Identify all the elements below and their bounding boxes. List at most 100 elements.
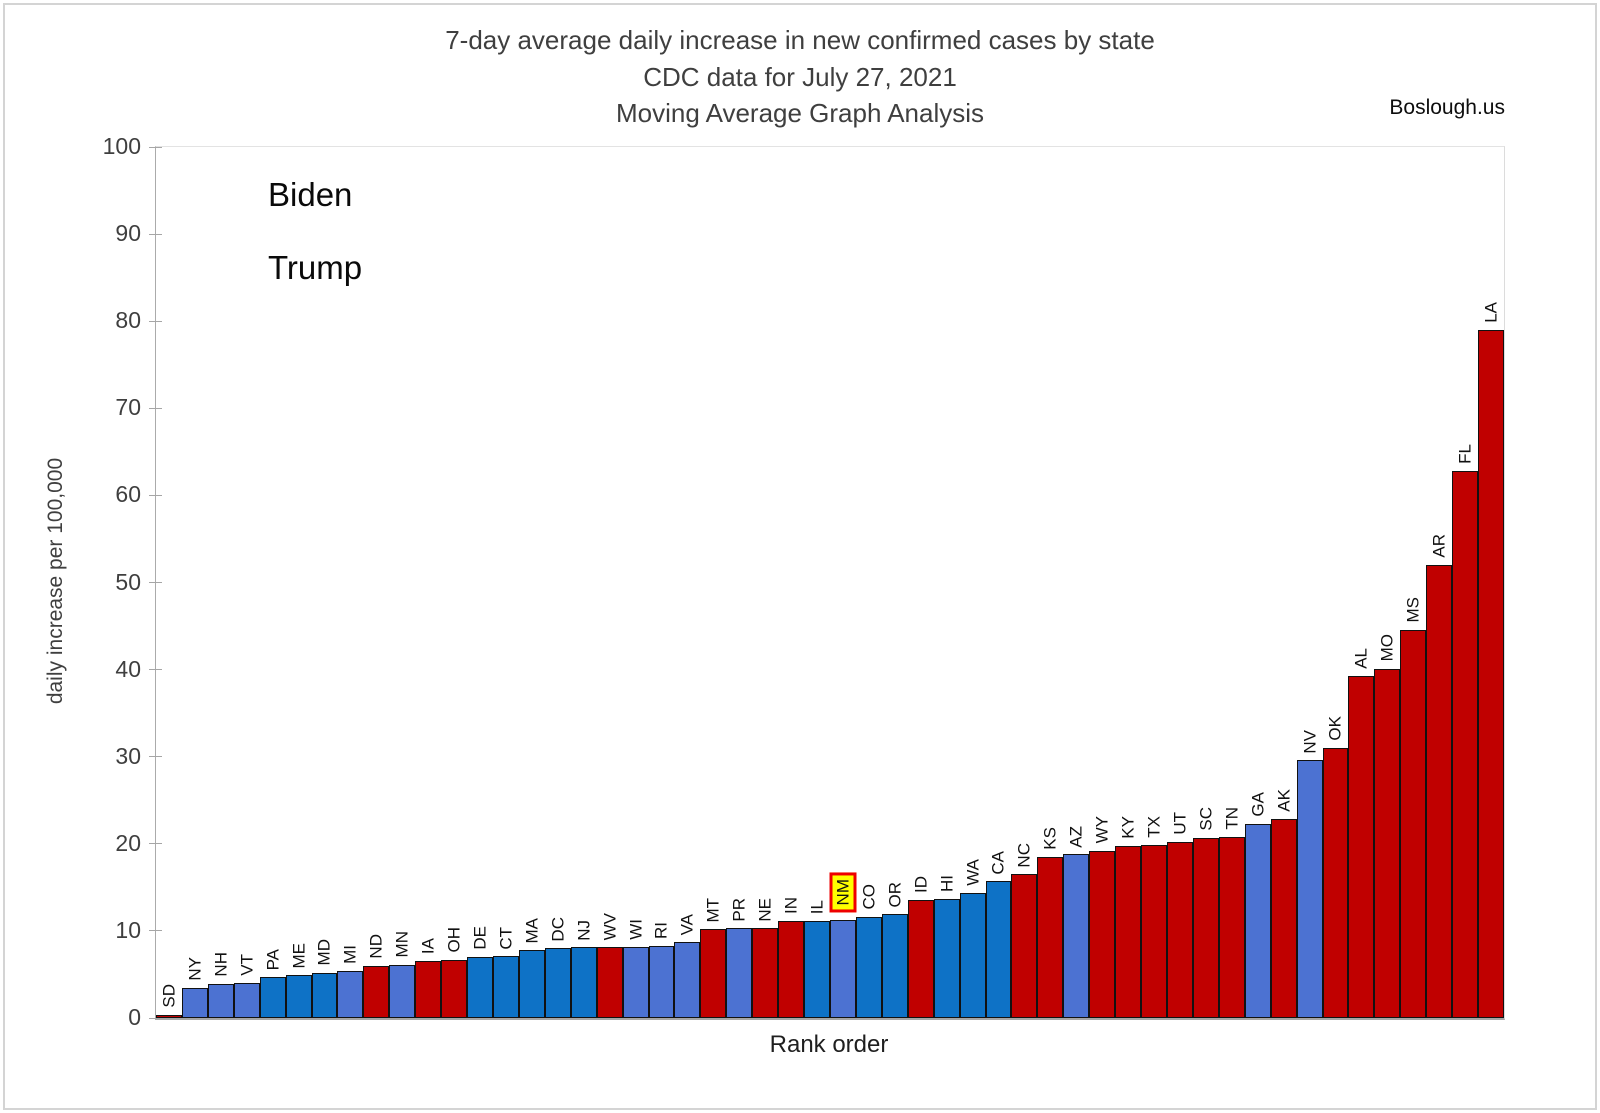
bar-label-GA: GA	[1248, 792, 1268, 817]
bar-slot-PA: PA	[259, 147, 286, 1018]
bar-slot-IL: IL	[804, 147, 830, 1018]
bar-CT	[493, 956, 519, 1018]
bar-label-ND: ND	[366, 934, 386, 959]
bar-slot-WA: WA	[959, 147, 986, 1018]
bar-slot-OR: OR	[881, 147, 908, 1018]
bar-slot-NE: NE	[752, 147, 779, 1018]
bar-label-IL: IL	[807, 900, 827, 915]
bar-CA	[985, 881, 1012, 1018]
bar-HI	[933, 898, 960, 1018]
bar-label-CO: CO	[859, 884, 879, 910]
plot-area: 0 10 20 30 40 50 60 70 80 90 100 SD NY NH VT PA ME MD MI ND…	[103, 133, 1505, 1030]
y-tick-label-60: 60	[115, 481, 141, 508]
bar-label-WI: WI	[626, 918, 646, 940]
legend: Biden Trump	[228, 178, 362, 284]
bar-UT	[1167, 842, 1193, 1018]
bar-slot-KS: KS	[1037, 147, 1064, 1018]
bar-OK	[1322, 748, 1349, 1018]
y-tick-label-100: 100	[102, 133, 141, 159]
y-tick-label-20: 20	[115, 829, 141, 856]
bar-slot-IA: IA	[415, 147, 442, 1018]
y-tick-label-0: 0	[128, 1004, 141, 1030]
bar-GA	[1244, 823, 1271, 1018]
bar-slot-NC: NC	[1011, 147, 1038, 1018]
bar-IN	[778, 921, 805, 1018]
y-tick-label-50: 50	[115, 568, 141, 595]
bar-slot-WV: WV	[596, 147, 623, 1018]
bar-OH	[441, 959, 468, 1018]
bar-slot-MT: MT	[700, 147, 727, 1018]
bar-VT	[233, 983, 260, 1018]
bar-PR	[726, 928, 753, 1018]
bar-AR	[1426, 565, 1453, 1018]
chart-title-line-2: CDC data for July 27, 2021	[643, 61, 957, 92]
y-tick-90	[149, 233, 162, 235]
y-tick-70	[149, 407, 162, 409]
bar-OR	[881, 914, 908, 1018]
bar-label-AL: AL	[1351, 647, 1371, 669]
bar-CO	[855, 916, 882, 1018]
y-tick-30	[149, 756, 162, 758]
bar-TN	[1218, 836, 1245, 1018]
bar-slot-TX: TX	[1141, 147, 1167, 1018]
bar-label-IA: IA	[418, 938, 438, 955]
bar-slot-AL: AL	[1348, 147, 1375, 1018]
y-tick-0	[149, 1017, 162, 1019]
legend-label-biden: Biden	[268, 176, 353, 213]
bar-NJ	[570, 947, 597, 1018]
bar-label-LA: LA	[1481, 302, 1501, 323]
bar-VA	[674, 942, 701, 1018]
bar-NC	[1011, 874, 1038, 1018]
bar-label-PA: PA	[263, 948, 283, 971]
biden-swatch-icon	[228, 182, 253, 207]
bar-SC	[1192, 837, 1219, 1018]
bar-slot-NJ: NJ	[570, 147, 597, 1018]
bar-ND	[363, 965, 390, 1018]
bar-slot-OH: OH	[441, 147, 468, 1018]
bar-label-IN: IN	[781, 897, 801, 915]
bar-slot-HI: HI	[933, 147, 960, 1018]
y-tick-label-70: 70	[115, 394, 141, 421]
bar-label-TN: TN	[1222, 807, 1242, 830]
bar-DC	[544, 948, 571, 1018]
bar-slot-ID: ID	[907, 147, 934, 1018]
bar-WY	[1089, 850, 1116, 1018]
bar-slot-NY: NY	[181, 147, 208, 1018]
bar-slot-PR: PR	[726, 147, 753, 1018]
x-axis-title: Rank order	[769, 1031, 889, 1058]
bar-MT	[700, 929, 727, 1018]
bar-slot-AR: AR	[1426, 147, 1453, 1018]
bar-slot-AZ: AZ	[1063, 147, 1090, 1018]
bar-NY	[181, 987, 208, 1018]
bar-slot-MN: MN	[389, 147, 416, 1018]
bar-label-NM-highlighted: NM	[829, 872, 857, 913]
bar-LA	[1478, 329, 1504, 1018]
bar-slot-OK: OK	[1322, 147, 1349, 1018]
bar-slot-KY: KY	[1115, 147, 1142, 1018]
bar-label-MS: MS	[1403, 597, 1423, 623]
bar-IL	[804, 921, 830, 1018]
bar-WA	[959, 892, 986, 1018]
bar-IA	[415, 961, 442, 1018]
chart-title-line-1: 7-day average daily increase in new conf…	[445, 25, 1155, 55]
bar-MS	[1400, 629, 1427, 1018]
bar-label-MA: MA	[522, 917, 542, 944]
bar-slot-NV: NV	[1296, 147, 1323, 1018]
y-tick-10	[149, 930, 162, 932]
bar-label-NC: NC	[1014, 842, 1034, 868]
y-tick-60	[149, 494, 162, 496]
bar-slot-MS: MS	[1400, 147, 1427, 1018]
bar-WV	[596, 947, 623, 1018]
bar-slot-MA: MA	[518, 147, 545, 1018]
bar-label-WV: WV	[600, 913, 620, 941]
bar-slot-CA: CA	[985, 147, 1012, 1018]
watermark: Boslough.us	[1389, 96, 1505, 119]
bar-label-MT: MT	[703, 897, 723, 923]
bar-slot-VA: VA	[674, 147, 701, 1018]
bar-label-RI: RI	[651, 921, 671, 939]
bar-SD	[156, 1014, 182, 1018]
bar-ID	[907, 900, 934, 1018]
bar-label-AK: AK	[1274, 788, 1294, 812]
bar-MD	[311, 972, 338, 1018]
bar-slot-AK: AK	[1270, 147, 1297, 1018]
